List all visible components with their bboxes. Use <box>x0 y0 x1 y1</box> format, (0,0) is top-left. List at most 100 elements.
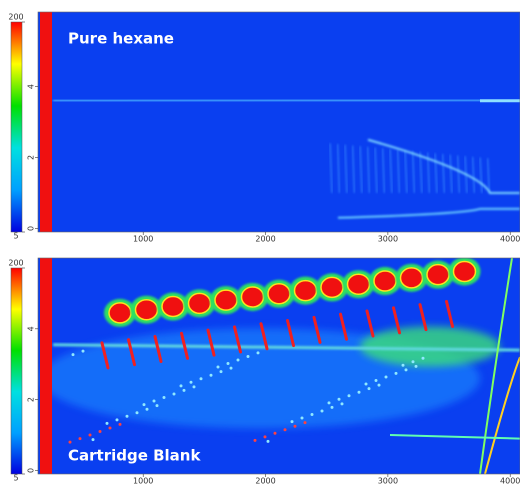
minor-peak <box>237 358 240 361</box>
minor-peak <box>72 353 75 356</box>
minor-peak <box>143 403 146 406</box>
minor-peak <box>311 413 314 416</box>
peak <box>189 293 211 313</box>
minor-peak <box>82 350 85 353</box>
y-tick-label: 0 <box>27 226 36 231</box>
minor-peak <box>274 432 277 435</box>
y-tick-label: 0 <box>27 468 36 473</box>
minor-peak <box>180 384 183 387</box>
minor-peak <box>126 415 129 418</box>
x-tick-label: 2000 <box>255 477 275 485</box>
background-cloud <box>360 327 500 367</box>
minor-peak <box>395 372 398 375</box>
colorbar-tick-label: 5 <box>13 474 18 483</box>
minor-peak <box>294 425 297 428</box>
x-tick-label: 3000 <box>378 235 398 244</box>
minor-peak <box>146 408 149 411</box>
minor-peak <box>193 385 196 388</box>
x-tick-label: 1000 <box>133 477 153 485</box>
minor-peak <box>405 368 408 371</box>
minor-peak <box>227 362 230 365</box>
minor-peak <box>190 381 193 384</box>
minor-peak <box>331 406 334 409</box>
peak <box>162 297 184 317</box>
minor-peak <box>267 440 270 443</box>
minor-peak <box>210 374 213 377</box>
colorbar-tick-label: 200 <box>8 259 23 268</box>
minor-peak <box>89 434 92 437</box>
minor-peak <box>358 391 361 394</box>
minor-peak <box>348 394 351 397</box>
peak <box>295 281 317 301</box>
minor-peak <box>153 400 156 403</box>
y-tick-label: 2 <box>27 397 36 402</box>
minor-peak <box>365 383 368 386</box>
y-tick-label: 4 <box>27 326 36 331</box>
minor-peak <box>264 435 267 438</box>
minor-peak <box>173 392 176 395</box>
y-tick-label: 2 <box>27 155 36 160</box>
minor-peak <box>378 384 381 387</box>
minor-peak <box>338 398 341 401</box>
minor-peak <box>328 401 331 404</box>
minor-peak <box>247 355 250 358</box>
minor-peak <box>230 367 233 370</box>
peak <box>268 284 290 304</box>
minor-peak <box>368 387 371 390</box>
peak <box>374 271 396 291</box>
minor-peak <box>92 438 95 441</box>
minor-peak <box>163 396 166 399</box>
colorbar <box>11 22 22 232</box>
minor-peak <box>156 404 159 407</box>
minor-peak <box>422 357 425 360</box>
minor-peak <box>341 402 344 405</box>
peak <box>348 274 370 294</box>
colorbar-tick-label: 5 <box>13 232 18 241</box>
minor-peak <box>99 430 102 433</box>
minor-peak <box>412 360 415 363</box>
peak <box>427 265 449 285</box>
minor-peak <box>69 441 72 444</box>
minor-peak <box>301 417 304 420</box>
minor-peak <box>304 421 307 424</box>
solvent-band <box>40 12 52 232</box>
minor-peak <box>109 426 112 429</box>
peak <box>215 290 237 310</box>
y-tick-label: 4 <box>27 84 36 89</box>
x-tick-label: 2000 <box>255 235 275 244</box>
minor-peak <box>79 437 82 440</box>
minor-peak <box>220 370 223 373</box>
peak <box>321 277 343 297</box>
peak <box>401 268 423 288</box>
minor-peak <box>291 420 294 423</box>
peak <box>454 261 476 281</box>
chart: 5200Pure hexane02410002000300040005200Ca… <box>0 0 520 484</box>
solvent-band <box>40 258 52 474</box>
minor-peak <box>402 364 405 367</box>
minor-peak <box>254 439 257 442</box>
minor-peak <box>119 423 122 426</box>
heatmap <box>38 257 520 474</box>
minor-peak <box>321 409 324 412</box>
x-tick-label: 3000 <box>378 477 398 485</box>
peak <box>242 287 264 307</box>
trace-band <box>53 100 520 101</box>
x-tick-label: 1000 <box>133 235 153 244</box>
chart-title: Cartridge Blank <box>68 447 201 465</box>
minor-peak <box>106 422 109 425</box>
minor-peak <box>200 377 203 380</box>
minor-peak <box>415 365 418 368</box>
colorbar-tick-label: 200 <box>8 13 23 22</box>
minor-peak <box>217 366 220 369</box>
minor-peak <box>257 351 260 354</box>
colorbar <box>11 268 22 474</box>
minor-peak <box>116 418 119 421</box>
x-tick-label: 4000 <box>500 235 520 244</box>
minor-peak <box>136 411 139 414</box>
minor-peak <box>284 428 287 431</box>
peak <box>136 300 158 320</box>
minor-peak <box>375 379 378 382</box>
x-tick-label: 4000 <box>500 477 520 485</box>
minor-peak <box>183 389 186 392</box>
minor-peak <box>385 375 388 378</box>
